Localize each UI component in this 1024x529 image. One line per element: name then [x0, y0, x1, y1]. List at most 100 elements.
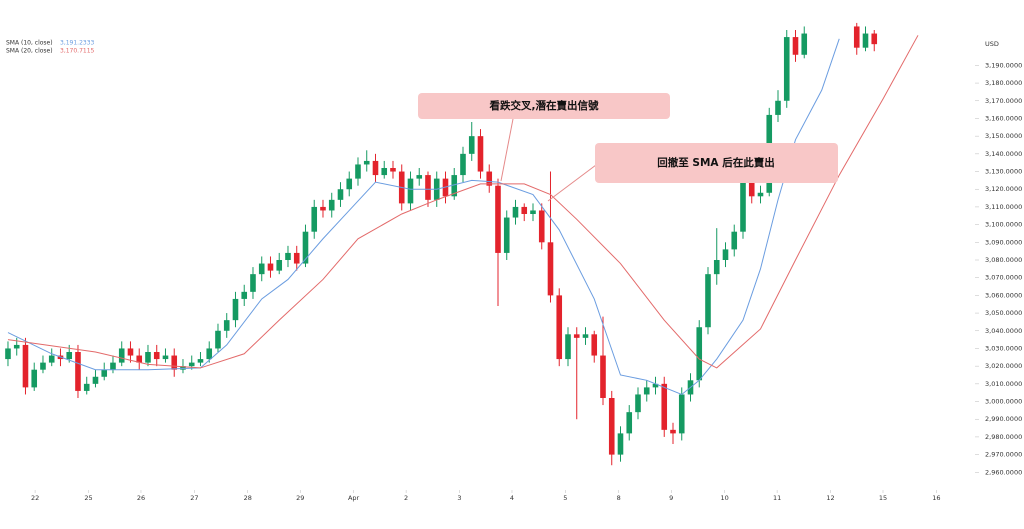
- candle-body: [801, 33, 808, 55]
- candle-body: [661, 383, 668, 430]
- candle-body: [600, 355, 606, 398]
- candle-body: [346, 178, 353, 190]
- candle-body: [328, 199, 335, 211]
- candle-body: [521, 206, 528, 214]
- candle-body: [783, 37, 790, 101]
- candle-body: [302, 231, 309, 264]
- y-tick-label: 3,150.0000: [985, 132, 1022, 140]
- sma-line: [7, 35, 919, 369]
- annotation-arrow: [547, 164, 597, 202]
- candle-body: [320, 206, 326, 211]
- candle-body: [66, 352, 73, 360]
- candle-body: [363, 160, 370, 165]
- legend-value: 3,191.2333: [60, 40, 95, 47]
- candle-body: [705, 274, 711, 328]
- candle-body: [171, 355, 178, 370]
- y-tick-label: 3,030.0000: [985, 344, 1022, 352]
- y-tick-label: 3,080.0000: [985, 256, 1022, 264]
- candle-body: [853, 26, 860, 48]
- x-tick-label: 27: [190, 494, 198, 502]
- candle-body: [512, 206, 519, 218]
- candle-body: [678, 394, 685, 434]
- legend: SMA (10, close) 3,191.2333 SMA (20, close)…: [6, 40, 95, 55]
- candle-body: [293, 252, 300, 264]
- candle-body: [582, 334, 589, 338]
- candle-body: [267, 263, 274, 271]
- x-tick-label: 16: [932, 494, 940, 502]
- candle-body: [5, 348, 11, 360]
- candle-body: [22, 344, 29, 388]
- x-tick-label: 11: [773, 494, 781, 502]
- candle-body: [101, 369, 108, 377]
- candle-body: [731, 231, 738, 250]
- candle-body: [390, 168, 396, 172]
- annotation-box: [595, 143, 838, 183]
- candle-body: [258, 263, 265, 275]
- candle-body: [722, 249, 729, 260]
- x-tick-label: 10: [720, 494, 728, 502]
- candle-body: [565, 334, 571, 360]
- y-tick-label: 3,190.0000: [985, 61, 1022, 69]
- candle-body: [617, 433, 624, 455]
- candle-body: [197, 359, 204, 363]
- y-tick-label: 3,000.0000: [985, 398, 1022, 406]
- y-tick-label: 3,020.0000: [985, 362, 1022, 370]
- candle-body: [696, 327, 703, 381]
- candle-body: [670, 429, 676, 434]
- y-tick-label: 3,130.0000: [985, 168, 1022, 176]
- y-tick-label: 3,090.0000: [985, 238, 1022, 246]
- y-tick-label: 3,040.0000: [985, 327, 1022, 335]
- candle-body: [643, 387, 650, 395]
- candle-body: [652, 383, 659, 388]
- y-tick-label: 3,100.0000: [985, 221, 1022, 229]
- candle-body: [145, 352, 151, 363]
- candle-body: [862, 33, 869, 48]
- candle-body: [495, 185, 501, 253]
- candle-body: [871, 33, 878, 45]
- y-tick-label: 3,070.0000: [985, 274, 1022, 282]
- x-tick-label: 15: [879, 494, 887, 502]
- candle-body: [460, 153, 466, 176]
- candle-body: [285, 252, 291, 260]
- x-tick-label: 28: [244, 494, 252, 502]
- x-tick-label: 12: [826, 494, 834, 502]
- x-tick-label: 25: [84, 494, 92, 502]
- candle-body: [538, 210, 545, 243]
- y-tick-label: 3,170.0000: [985, 97, 1022, 105]
- legend-value: 3,170.7115: [60, 48, 95, 55]
- candle-body: [477, 136, 484, 172]
- candle-body: [232, 298, 239, 321]
- candle-body: [407, 178, 414, 204]
- candle-body: [792, 37, 799, 55]
- y-tick-label: 3,120.0000: [985, 185, 1022, 193]
- candle-body: [547, 242, 554, 296]
- candle-body: [276, 260, 283, 271]
- candle-body: [573, 334, 580, 338]
- candle-body: [468, 136, 475, 154]
- annotation-text: 看跌交叉,潛在賣出信號: [490, 99, 599, 112]
- candle-body: [250, 274, 256, 292]
- candle-body: [118, 348, 125, 363]
- candle-body: [40, 362, 46, 370]
- candle-body: [153, 352, 160, 360]
- sma-line: [7, 38, 840, 396]
- candle-body: [635, 394, 641, 413]
- candle-body: [215, 330, 221, 349]
- candle-body: [337, 189, 344, 200]
- candle-body: [775, 100, 781, 115]
- legend-label: SMA (10, close): [6, 40, 53, 47]
- candle-body: [486, 171, 493, 186]
- candle-body: [757, 192, 764, 197]
- x-tick-label: 9: [669, 494, 673, 502]
- candle-body: [127, 348, 134, 356]
- candle-body: [311, 206, 318, 232]
- y-tick-label: 3,050.0000: [985, 309, 1022, 317]
- candle-body: [740, 182, 746, 232]
- y-tick-label: 3,110.0000: [985, 203, 1022, 211]
- y-tick-label: 2,990.0000: [985, 415, 1022, 423]
- candle-body: [241, 291, 248, 299]
- candle-body: [626, 412, 633, 434]
- candle-body: [416, 175, 423, 179]
- candle-body: [503, 217, 510, 253]
